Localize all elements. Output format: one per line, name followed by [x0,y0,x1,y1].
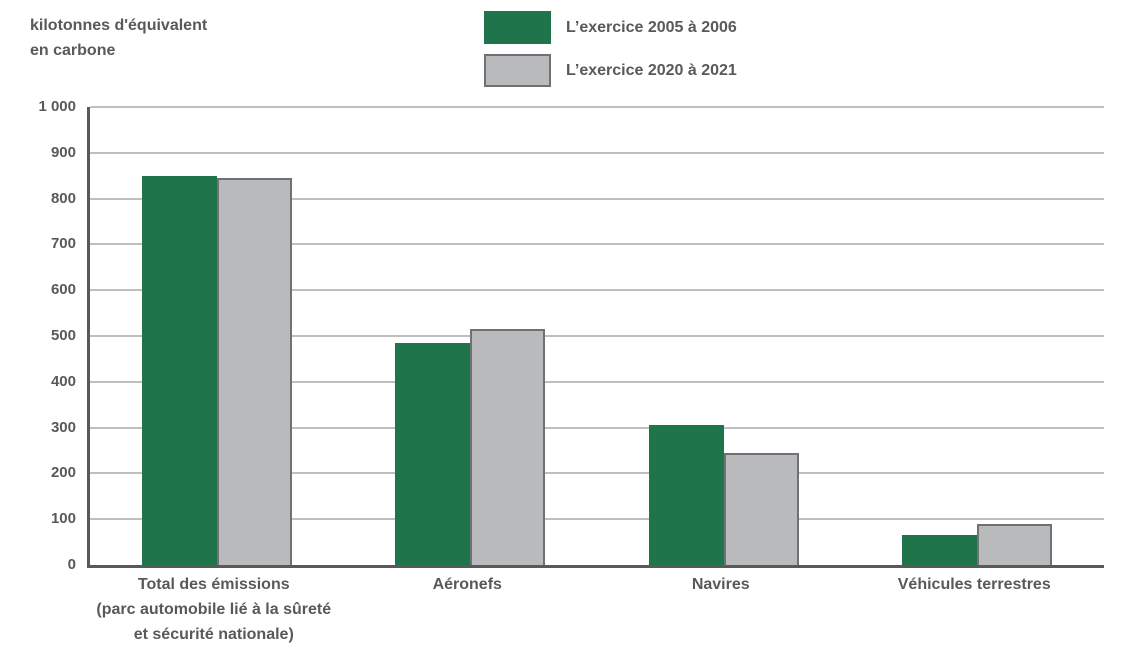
y-tick-label: 700 [50,235,76,253]
bar-exercice-2020-2021 [470,329,546,565]
category-label-vehicules-terrestres: Véhicules terrestres [848,572,1102,647]
y-tick-label: 800 [50,189,76,207]
y-axis-unit-label-line: kilotonnes d'équivalent [30,17,208,34]
category-label-aeronefs: Aéronefs [341,572,595,647]
y-axis-unit-label-line: en carbone [30,42,116,59]
bar-exercice-2005-2006 [648,425,724,565]
x-axis-category-labels: Total des émissions (parc automobile lié… [87,572,1101,647]
y-tick-label: 600 [50,281,76,299]
category-label-line: Navires [691,576,750,593]
y-tick-label: 200 [50,464,76,482]
gridline-h [90,289,1104,292]
gridline-h [90,426,1104,429]
gridline-h [90,197,1104,200]
y-tick-label: 300 [50,418,76,436]
legend-swatch-2020-2021 [484,54,551,87]
y-tick-label: 500 [50,327,76,344]
y-tick-label: 100 [50,510,76,528]
category-label-total-des-emissions: Total des émissions (parc automobile lié… [87,572,341,647]
bar-group [344,107,598,565]
gridline-h [90,335,1104,337]
bar-group [597,107,851,565]
legend-label-2020-2021: L’exercice 2020 à 2021 [566,61,737,79]
bar-exercice-2020-2021 [977,523,1053,565]
legend-label-2005-2006: L’exercice 2005 à 2006 [566,18,737,36]
category-label-line: Aéronefs [432,576,502,593]
legend-swatch-2005-2006 [484,11,551,44]
legend: L’exercice 2005 à 2006 L’exercice 2020 à… [484,11,737,87]
bar-exercice-2005-2006 [141,175,217,565]
y-tick-label: 0 [67,556,76,573]
bar-exercice-2020-2021 [723,452,799,565]
gridline-h [90,243,1104,246]
category-label-line: (parc automobile lié à la sûreté [96,601,332,618]
category-label-line: et sécurité nationale) [133,626,294,643]
category-label-line: Total des émissions [137,576,290,593]
bar-exercice-2020-2021 [216,178,292,565]
y-tick-label: 900 [50,143,76,161]
category-label-line: Véhicules terrestres [897,576,1051,593]
gridline-h [90,106,1104,108]
legend-item-2020-2021: L’exercice 2020 à 2021 [484,54,737,87]
bar-exercice-2005-2006 [395,342,471,565]
bar-exercice-2005-2006 [902,535,978,565]
gridline-h [90,380,1104,383]
bars-layer [90,107,1104,565]
gridline-h [90,472,1104,475]
gridline-h [90,151,1104,154]
bar-group [90,107,344,565]
y-axis-tick-labels: 1 000 900 800 700 600 500 400 300 200 100 0 [0,98,76,573]
y-tick-label: 1 000 [38,98,76,115]
category-label-navires: Navires [594,572,848,647]
y-axis-unit-label: kilotonnes d'équivalent en carbone [30,13,207,63]
plot-area [87,106,1104,568]
bar-group [851,107,1105,565]
gridline-h [90,518,1104,521]
legend-item-2005-2006: L’exercice 2005 à 2006 [484,11,737,44]
y-tick-label: 400 [50,372,76,390]
